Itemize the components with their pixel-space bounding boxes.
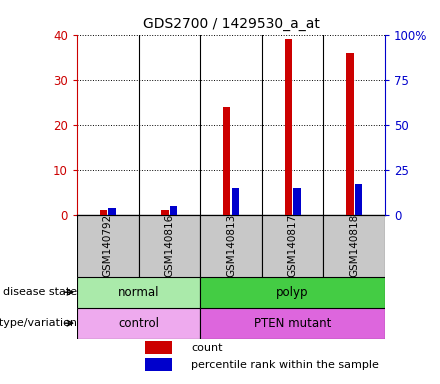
Text: disease state: disease state [3, 287, 77, 297]
Text: genotype/variation: genotype/variation [0, 318, 77, 328]
Bar [223, 107, 231, 215]
Bar [170, 206, 177, 215]
Bar [161, 210, 169, 215]
Bar [200, 277, 385, 308]
Bar [77, 308, 200, 339]
Text: count: count [191, 343, 223, 353]
Bar [108, 208, 116, 215]
Text: GSM140816: GSM140816 [165, 214, 174, 277]
Text: GSM140817: GSM140817 [288, 214, 297, 277]
Bar [200, 215, 262, 277]
Text: percentile rank within the sample: percentile rank within the sample [191, 360, 379, 370]
Text: GSM140818: GSM140818 [349, 214, 359, 277]
Bar [355, 184, 362, 215]
Bar [323, 215, 385, 277]
Bar [285, 39, 292, 215]
Bar [145, 358, 172, 371]
Text: normal: normal [118, 286, 159, 299]
Bar [77, 215, 139, 277]
Text: PTEN mutant: PTEN mutant [254, 317, 331, 330]
Bar [293, 188, 301, 215]
Bar [100, 210, 107, 215]
Bar [77, 277, 200, 308]
Text: control: control [118, 317, 159, 330]
Text: GSM140813: GSM140813 [226, 214, 236, 277]
Text: polyp: polyp [276, 286, 309, 299]
Bar [346, 53, 354, 215]
Text: GSM140792: GSM140792 [103, 214, 113, 277]
Text: GDS2700 / 1429530_a_at: GDS2700 / 1429530_a_at [143, 17, 319, 31]
Bar [139, 215, 200, 277]
Bar [231, 188, 239, 215]
Bar [145, 341, 172, 354]
Bar [200, 308, 385, 339]
Bar [262, 215, 323, 277]
